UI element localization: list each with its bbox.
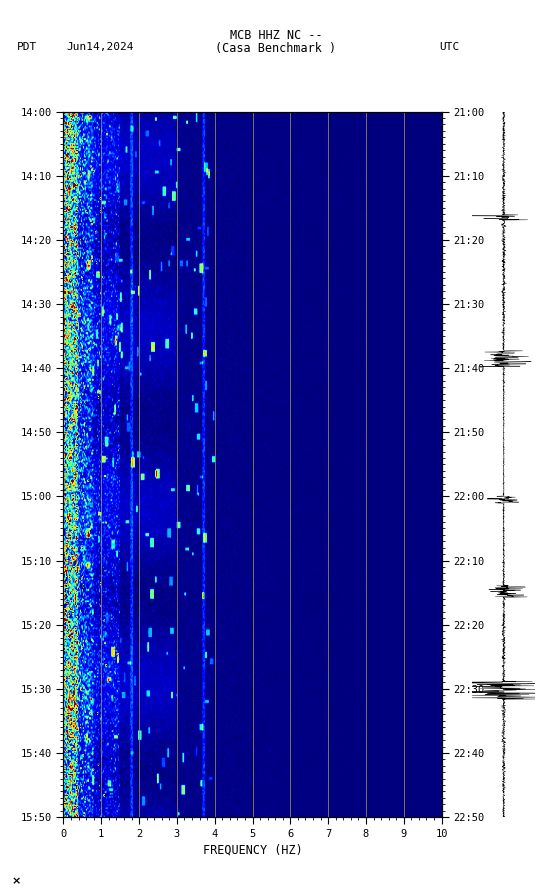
Text: PDT: PDT (17, 42, 37, 52)
Text: USGS: USGS (16, 16, 46, 26)
Text: UTC: UTC (439, 42, 459, 52)
Text: MCB HHZ NC --: MCB HHZ NC -- (230, 29, 322, 42)
Polygon shape (8, 7, 23, 31)
Text: (Casa Benchmark ): (Casa Benchmark ) (215, 42, 337, 55)
Text: $\mathbf{\times}$: $\mathbf{\times}$ (11, 875, 21, 886)
X-axis label: FREQUENCY (HZ): FREQUENCY (HZ) (203, 843, 302, 856)
Text: Jun14,2024: Jun14,2024 (66, 42, 134, 52)
